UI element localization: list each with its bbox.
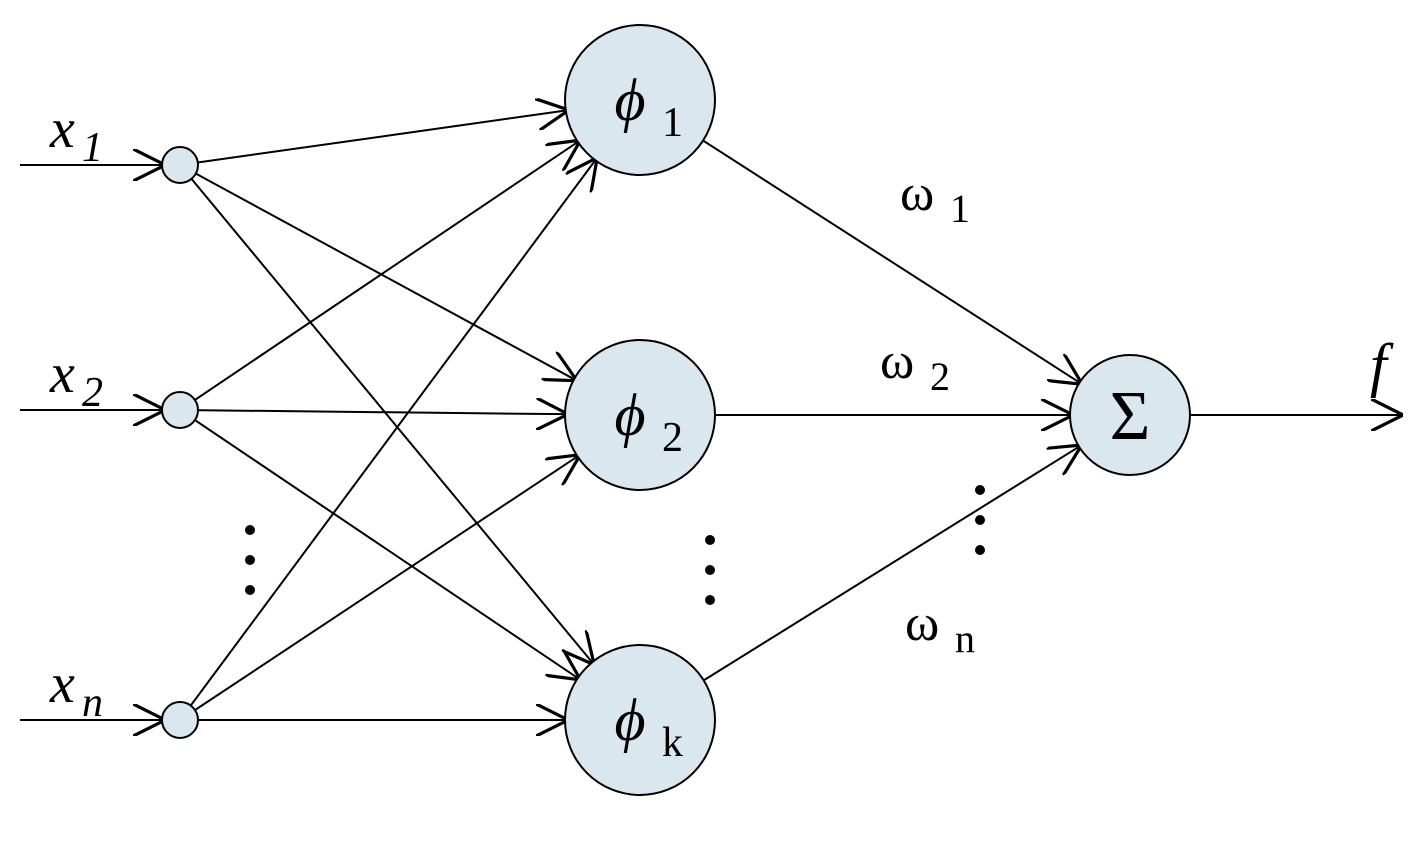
ellipsis-dot (245, 585, 255, 595)
ellipsis-dot (705, 595, 715, 605)
ellipsis-dot (245, 555, 255, 565)
weight-subscript: 2 (930, 354, 950, 399)
input-subscript: 2 (82, 370, 103, 416)
edge (180, 410, 565, 414)
ellipsis-dot (705, 565, 715, 575)
edge (180, 410, 578, 678)
hidden-node-label: ϕ (614, 382, 645, 448)
ellipsis-dot (975, 545, 985, 555)
input-label: x (49, 653, 75, 715)
ellipsis-dot (705, 535, 715, 545)
edge (640, 447, 1079, 720)
hidden-node-subscript: 1 (662, 100, 683, 146)
edge (180, 142, 578, 410)
weight-subscript: n (955, 616, 975, 661)
hidden-node-label: ϕ (614, 67, 645, 133)
hidden-node-label: ϕ (614, 687, 645, 753)
edge (180, 160, 595, 720)
input-label: x (49, 343, 75, 405)
hidden-node-subscript: 2 (662, 415, 683, 461)
weight-subscript: 1 (950, 186, 970, 231)
weight-label: ω (880, 333, 914, 390)
input-node (162, 702, 198, 738)
weight-label: ω (900, 165, 934, 222)
ellipsis-dot (975, 485, 985, 495)
output-label: f (1370, 332, 1394, 398)
ellipsis-dot (975, 515, 985, 525)
input-node (162, 147, 198, 183)
ellipsis-dot (245, 525, 255, 535)
input-node (162, 392, 198, 428)
edge (180, 165, 574, 379)
input-subscript: 1 (82, 125, 103, 171)
input-label: x (49, 98, 75, 160)
hidden-node-subscript: k (662, 720, 683, 766)
edge (180, 110, 566, 165)
edge (180, 456, 577, 720)
edge (640, 100, 1080, 383)
weight-label: ω (905, 595, 939, 652)
input-subscript: n (82, 680, 103, 726)
sigma-label: Σ (1110, 378, 1151, 455)
